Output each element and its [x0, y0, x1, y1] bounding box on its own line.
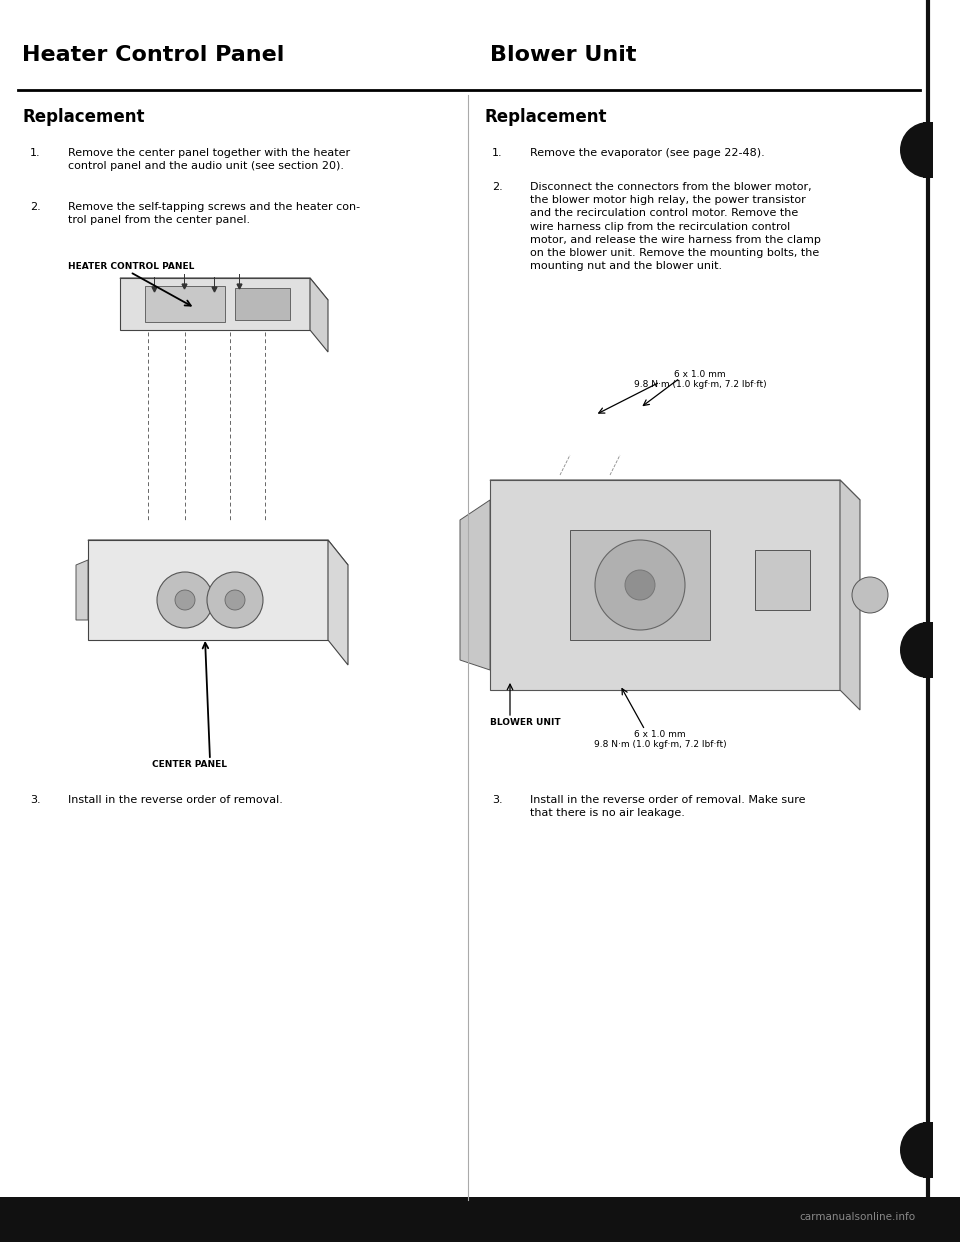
Bar: [145, 286, 225, 322]
Circle shape: [595, 540, 685, 630]
Text: 3.: 3.: [492, 795, 503, 805]
Wedge shape: [900, 122, 928, 178]
Polygon shape: [76, 560, 88, 620]
Text: 6 x 1.0 mm
9.8 N·m (1.0 kgf·m, 7.2 lbf·ft): 6 x 1.0 mm 9.8 N·m (1.0 kgf·m, 7.2 lbf·f…: [634, 370, 766, 390]
Text: Disconnect the connectors from the blower motor,
the blower motor high relay, th: Disconnect the connectors from the blowe…: [530, 183, 821, 271]
Polygon shape: [328, 540, 348, 664]
Wedge shape: [900, 622, 928, 678]
Text: CENTER PANEL: CENTER PANEL: [153, 760, 228, 769]
Bar: [923, 1122, 933, 1177]
Text: 1.: 1.: [492, 148, 503, 158]
Text: 6 x 1.0 mm
9.8 N·m (1.0 kgf·m, 7.2 lbf·ft): 6 x 1.0 mm 9.8 N·m (1.0 kgf·m, 7.2 lbf·f…: [593, 730, 727, 749]
Polygon shape: [840, 479, 860, 710]
Wedge shape: [900, 1122, 928, 1177]
Text: Install in the reverse order of removal.: Install in the reverse order of removal.: [68, 795, 283, 805]
Bar: [235, 288, 290, 320]
Text: 1.: 1.: [30, 148, 40, 158]
Text: Replacement: Replacement: [485, 108, 608, 125]
Text: carmanualsonline.info: carmanualsonline.info: [799, 1212, 915, 1222]
Text: Remove the evaporator (see page 22-48).: Remove the evaporator (see page 22-48).: [530, 148, 765, 158]
Text: .com: .com: [110, 1212, 135, 1222]
Circle shape: [625, 570, 655, 600]
Text: BLOWER UNIT: BLOWER UNIT: [490, 718, 561, 727]
Text: HEATER CONTROL PANEL: HEATER CONTROL PANEL: [68, 262, 194, 271]
Text: Remove the center panel together with the heater
control panel and the audio uni: Remove the center panel together with th…: [68, 148, 350, 171]
Polygon shape: [88, 540, 328, 640]
Text: 2.: 2.: [492, 183, 503, 193]
Text: www.: www.: [14, 1212, 42, 1222]
Circle shape: [157, 573, 213, 628]
Circle shape: [852, 578, 888, 614]
Polygon shape: [490, 479, 860, 501]
Text: 2.: 2.: [30, 202, 40, 212]
Polygon shape: [310, 278, 328, 351]
Text: Install in the reverse order of removal. Make sure
that there is no air leakage.: Install in the reverse order of removal.…: [530, 795, 805, 818]
Circle shape: [175, 590, 195, 610]
Circle shape: [225, 590, 245, 610]
Text: Remove the self-tapping screws and the heater con-
trol panel from the center pa: Remove the self-tapping screws and the h…: [68, 202, 360, 225]
Polygon shape: [490, 479, 840, 691]
Text: Heater Control Panel: Heater Control Panel: [22, 45, 284, 65]
Bar: [755, 550, 810, 610]
Text: 3.: 3.: [30, 795, 40, 805]
Text: 22-46: 22-46: [42, 1201, 139, 1230]
Polygon shape: [88, 540, 348, 565]
Polygon shape: [120, 278, 310, 330]
Bar: [0, 1197, 960, 1242]
Text: Blower Unit: Blower Unit: [490, 45, 636, 65]
Text: Replacement: Replacement: [22, 108, 145, 125]
Bar: [923, 622, 933, 678]
Bar: [923, 122, 933, 178]
Polygon shape: [120, 278, 328, 301]
Bar: [570, 530, 710, 640]
Polygon shape: [460, 501, 490, 669]
Circle shape: [207, 573, 263, 628]
